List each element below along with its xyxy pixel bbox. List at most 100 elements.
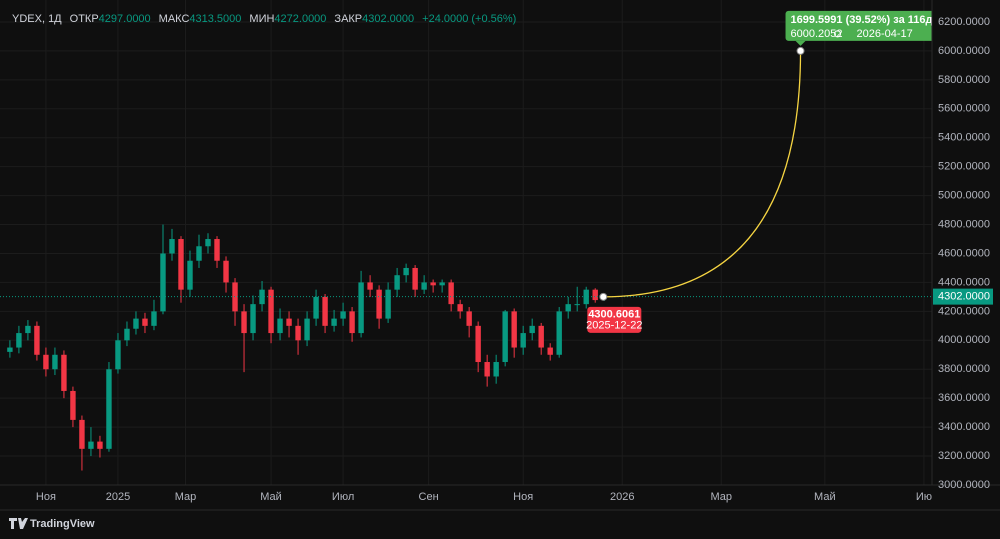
- candle-body: [493, 362, 499, 377]
- clock-icon: [834, 30, 842, 38]
- end-value: 6000.2052: [791, 28, 843, 40]
- y-tick-label: 3200.0000: [938, 450, 990, 462]
- candle-body: [7, 347, 13, 352]
- x-tick-label: Июл: [332, 491, 354, 503]
- candle-body: [160, 253, 166, 312]
- y-tick-label: 4400.0000: [938, 276, 990, 288]
- candle-body: [322, 296, 328, 326]
- legend-text: ОТКР: [70, 13, 99, 25]
- y-tick-label: 5400.0000: [938, 132, 990, 144]
- brand: TradingView: [9, 518, 95, 530]
- y-tick-label: 4000.0000: [938, 334, 990, 346]
- candle-body: [268, 289, 274, 334]
- candle-body: [331, 318, 337, 326]
- candle-body: [403, 267, 409, 276]
- x-tick-label: Ию: [916, 491, 932, 503]
- candle-body: [241, 311, 247, 334]
- y-tick-label: 5000.0000: [938, 190, 990, 202]
- projection-end: [796, 46, 805, 55]
- candle-body: [178, 239, 184, 290]
- candle-body: [196, 246, 202, 261]
- candle-body: [88, 441, 94, 449]
- x-tick-label: Мар: [175, 491, 197, 503]
- candle-body: [340, 311, 346, 319]
- candle-body: [106, 369, 112, 449]
- candle-body: [142, 318, 148, 326]
- candle-body: [61, 354, 67, 391]
- candle-body: [250, 304, 256, 334]
- candle-body: [169, 239, 175, 254]
- legend-text: 4302.0000: [362, 13, 414, 25]
- y-tick-label: 3400.0000: [938, 421, 990, 433]
- start-label-box: [587, 306, 642, 333]
- candle-body: [439, 282, 445, 286]
- legend-text: 4272.0000: [274, 13, 326, 25]
- candle-body: [385, 289, 391, 319]
- y-tick-label: 5200.0000: [938, 161, 990, 173]
- x-tick-label: Мар: [711, 491, 733, 503]
- legend-text: МАКС: [159, 13, 190, 25]
- candle-body: [592, 289, 598, 301]
- legend-text: 4297.0000: [99, 13, 151, 25]
- x-tick-label: Май: [814, 491, 836, 503]
- candle-body: [223, 260, 229, 283]
- candle-body: [70, 390, 76, 420]
- x-tick-label: Сен: [419, 491, 439, 503]
- candle-body: [538, 325, 544, 348]
- candle-body: [79, 419, 85, 449]
- measure-text: 1699.5991 (39.52%) за 116д: [791, 14, 933, 26]
- x-tick-label: Май: [260, 491, 282, 503]
- y-tick-label: 4800.0000: [938, 218, 990, 230]
- candle-body: [52, 354, 58, 370]
- last-price-box: [933, 288, 993, 305]
- end-label-pointer: [795, 40, 806, 46]
- candle-body: [151, 311, 157, 326]
- projection-curve: [603, 50, 802, 298]
- candle-body: [430, 282, 436, 286]
- candle-body: [367, 282, 373, 290]
- logo: [9, 518, 28, 529]
- y-tick-label: 4200.0000: [938, 305, 990, 317]
- candle-body: [124, 328, 130, 341]
- candle-body: [232, 282, 238, 312]
- candle-body: [475, 325, 481, 363]
- candle-body: [556, 311, 562, 355]
- candle-body: [511, 311, 517, 348]
- candle-body: [349, 311, 355, 334]
- y-tick-label: 4600.0000: [938, 247, 990, 259]
- legend-text: 4313.5000: [189, 13, 241, 25]
- candle-body: [502, 311, 508, 363]
- candle-body: [214, 239, 220, 261]
- y-tick-label: 5600.0000: [938, 103, 990, 115]
- legend-text: ЗАКР: [334, 13, 362, 25]
- candle-body: [394, 275, 400, 290]
- legend-text: +24.0000 (+0.56%): [422, 13, 516, 25]
- candle-body: [412, 267, 418, 290]
- x-tick-label: 2026: [610, 491, 634, 503]
- candle-body: [16, 333, 22, 348]
- candle-body: [34, 325, 40, 355]
- start-date: 2025-12-22: [586, 320, 642, 332]
- candle-body: [520, 333, 526, 348]
- x-tick-label: Ноя: [36, 491, 56, 503]
- candle-body: [547, 347, 553, 355]
- candle-body: [529, 325, 535, 334]
- candle-body: [583, 289, 589, 305]
- projection-start: [599, 292, 608, 301]
- y-tick-label: 3800.0000: [938, 363, 990, 375]
- y-tick-label: 5800.0000: [938, 74, 990, 86]
- candle-body: [205, 239, 211, 247]
- candle-body: [574, 304, 580, 306]
- y-tick-label: 6000.0000: [938, 45, 990, 57]
- candle-body: [421, 282, 427, 290]
- candle-body: [358, 282, 364, 334]
- candle-body: [97, 441, 103, 449]
- candle-body: [133, 318, 139, 329]
- candle-body: [259, 289, 265, 305]
- y-tick-label: 6200.0000: [938, 16, 990, 28]
- candle-body: [457, 304, 463, 312]
- candle-body: [448, 282, 454, 305]
- legend-text: YDEX, 1Д: [12, 13, 62, 25]
